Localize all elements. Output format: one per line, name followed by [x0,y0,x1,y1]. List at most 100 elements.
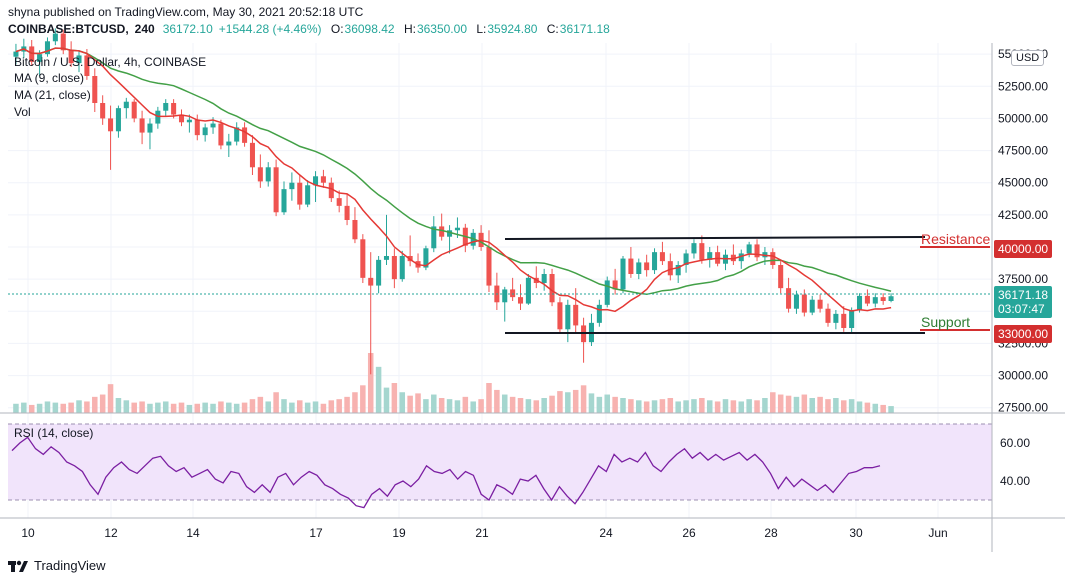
candle [383,214,390,265]
candle-body [746,244,752,254]
volume-bar [210,403,216,413]
candle [707,247,713,268]
ma21-line [15,47,892,296]
candle-body [52,33,58,42]
candle-body [37,54,43,62]
candle-body [549,274,555,303]
timeframe-label[interactable]: 240 [134,22,155,36]
currency-button[interactable]: USD [1011,50,1045,66]
candle [659,241,665,265]
price-chart[interactable]: 55000.0052500.0050000.0047500.0045000.00… [0,0,1065,552]
candle-body [778,265,784,289]
candle-body [856,295,863,310]
volume-bar [226,402,232,413]
ma21-legend[interactable]: MA (21, close) [14,88,91,102]
candle [186,114,192,133]
candle [257,154,263,188]
volume-bar [880,404,886,413]
candle-body [76,55,82,64]
candle-body [68,50,74,64]
volume-bar [218,401,224,413]
time-tick-label: 12 [104,526,118,540]
volume-bar [643,401,650,413]
volume-bar [833,398,839,413]
volume-legend[interactable]: Vol [14,105,31,119]
volume-bar [131,402,137,413]
rsi-legend[interactable]: RSI (14, close) [14,426,94,440]
time-tick-label: 14 [186,526,200,540]
candle-body [399,256,405,280]
volume-bar [683,400,689,413]
volume-bar [249,399,256,413]
candle-body [817,299,823,309]
candle [691,239,697,259]
price-tick-label: 47500.00 [998,144,1048,158]
volume-bar [202,402,208,413]
volume-bar [186,404,193,413]
candle [825,303,831,327]
candle [699,235,705,264]
candle-body [644,262,650,271]
volume-bar [147,403,153,413]
candle-body [234,127,240,142]
volume-bar [848,399,855,413]
candle-body [486,247,492,286]
footer: TradingView [0,552,1065,584]
tradingview-logo[interactable]: TradingView [8,558,106,573]
volume-bar [888,406,894,413]
volume-bar [462,396,469,413]
price-tick-label: 52500.00 [998,79,1048,93]
candle [37,50,43,76]
volume-bar [155,402,161,413]
candle [549,268,555,307]
candle-body [447,230,453,237]
rsi-line [11,436,881,509]
candle [841,306,847,332]
candle-body [707,252,713,260]
publisher-line: shyna published on TradingView.com, May … [8,5,364,19]
ma9-legend[interactable]: MA (9, close) [14,71,85,85]
volume-bar [628,399,634,413]
volume-bar [801,394,808,413]
close-value: 36171.18 [559,22,610,36]
symbol-label[interactable]: COINBASE:BTCUSD, [8,22,129,36]
candle [793,290,799,314]
volume-bar [367,353,374,413]
volume-bar [825,399,831,413]
candle [667,253,673,281]
candle-body [431,226,437,249]
rsi-tick-label: 60.00 [1000,436,1030,450]
candle-body [352,220,358,240]
candle-body [517,297,524,304]
candle [423,245,429,271]
current-price-value: 36171.18 [998,288,1049,302]
candle [289,172,295,201]
volume-bar [407,395,413,413]
volume-bar [706,400,713,413]
volume-bar [273,392,279,413]
volume-bar [312,401,319,413]
candle [242,122,248,147]
candle-body [92,76,98,103]
volume-bar [501,394,508,413]
volume-bar [596,396,603,413]
candle [328,177,334,202]
volume-bar [28,404,35,413]
volume-bar [486,383,492,413]
volume-bar [856,401,863,413]
candle-body [131,101,137,119]
volume-bar [762,398,768,413]
candle-body [360,239,366,278]
volume-bar [691,399,697,413]
volume-bar [52,402,59,413]
candle [754,239,760,262]
candle [439,213,445,241]
volume-bar [170,403,177,413]
candle-body [872,297,878,304]
candle-body [888,296,894,301]
candle [44,37,51,57]
volume-bar [162,401,169,413]
candle-body [273,167,279,213]
time-tick-label: Jun [928,526,947,540]
volume-bar [233,403,240,413]
